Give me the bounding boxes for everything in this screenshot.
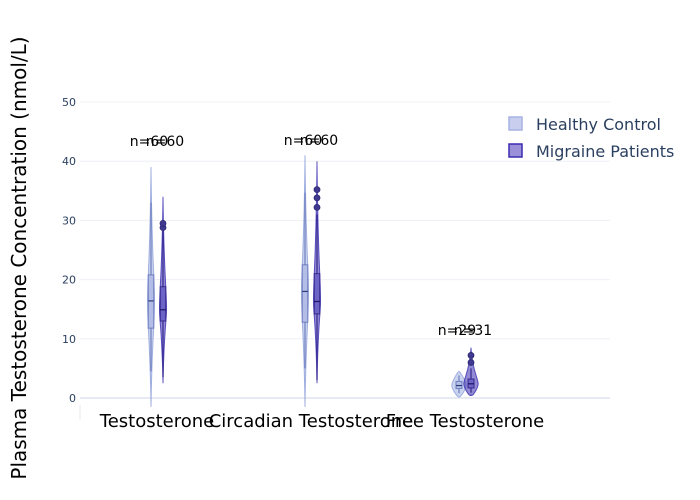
n-label: n=60 bbox=[130, 134, 168, 150]
violin-healthy-control bbox=[300, 155, 310, 407]
iqr-box bbox=[301, 264, 309, 323]
violin-migraine-patients bbox=[158, 196, 168, 384]
x-category-label: Free Testosterone bbox=[386, 411, 544, 432]
y-tick-label: 40 bbox=[62, 155, 76, 168]
x-category-label: Circadian Testosterone bbox=[209, 411, 414, 432]
y-tick-label: 10 bbox=[62, 333, 76, 346]
y-tick-label: 50 bbox=[62, 96, 76, 109]
y-axis-title: Plasma Testosterone Concentration (nmol/… bbox=[7, 36, 31, 479]
n-label: n=60 bbox=[146, 134, 184, 150]
iqr-box bbox=[159, 286, 167, 322]
y-tick-label: 20 bbox=[62, 274, 76, 287]
violin-healthy-control bbox=[146, 167, 156, 407]
legend[interactable]: Healthy Control Migraine Patients bbox=[508, 115, 674, 161]
outlier-point bbox=[313, 186, 321, 194]
plot-area bbox=[146, 155, 479, 407]
y-tick-labels: 0 10 20 30 40 50 bbox=[62, 96, 76, 405]
violin-migraine-patients bbox=[463, 347, 479, 397]
violin-migraine-patients bbox=[312, 161, 322, 384]
outlier-point bbox=[159, 219, 167, 227]
n-label: n=31 bbox=[454, 323, 492, 339]
outlier-point bbox=[467, 359, 475, 366]
n-label: n=29 bbox=[438, 323, 476, 339]
n-label: n=60 bbox=[284, 133, 322, 149]
legend-item-migraine-patients[interactable]: Migraine Patients bbox=[508, 142, 674, 161]
x-category-label: Testosterone bbox=[99, 411, 214, 432]
outlier-point bbox=[467, 351, 475, 359]
y-gridlines bbox=[79, 101, 610, 420]
legend-label-migraine-patients: Migraine Patients bbox=[536, 142, 674, 161]
legend-item-healthy-control[interactable]: Healthy Control bbox=[508, 115, 661, 134]
legend-label-healthy-control: Healthy Control bbox=[536, 115, 661, 134]
violin-healthy-control bbox=[451, 370, 467, 398]
n-label: n=60 bbox=[300, 133, 338, 149]
iqr-box bbox=[313, 273, 321, 315]
y-tick-label: 30 bbox=[62, 214, 76, 227]
y-tick-label: 0 bbox=[69, 392, 76, 405]
outlier-point bbox=[313, 203, 321, 211]
outlier-point bbox=[313, 194, 321, 202]
legend-swatch-migraine-patients bbox=[508, 143, 523, 158]
legend-swatch-healthy-control bbox=[508, 116, 523, 131]
n-labels: n=60 n=60n=29n=60 n=60n=31 bbox=[130, 133, 492, 339]
